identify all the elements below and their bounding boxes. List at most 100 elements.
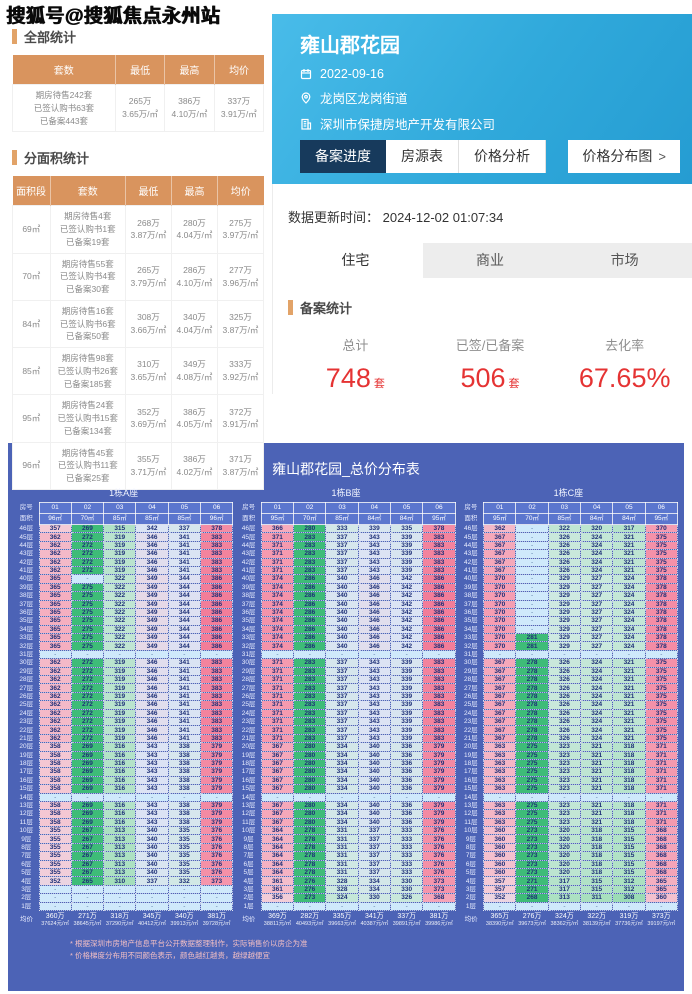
price-cell: -: [103, 792, 137, 802]
price-cell: 346: [135, 565, 169, 576]
price-cell: -: [483, 901, 517, 911]
building-name: 1栋C座: [553, 488, 584, 498]
price-cell: 367: [483, 565, 517, 576]
price-cell: 360: [483, 834, 517, 844]
price-cell: 379: [422, 775, 456, 786]
tab-备案进度[interactable]: 备案进度: [300, 140, 386, 173]
price-cell: 346: [135, 683, 169, 693]
price-cell: 323: [547, 775, 582, 786]
floor-label: 17层: [464, 768, 478, 776]
column-header: 套数: [50, 176, 126, 206]
price-cell: 326: [547, 725, 582, 735]
price-cell: 367: [483, 658, 517, 668]
category-tab-住宅[interactable]: 住宅: [288, 243, 423, 278]
room-number-cell: 05: [390, 502, 424, 514]
tab-房源表[interactable]: 房源表: [386, 140, 459, 173]
price-cell: 368: [644, 859, 678, 870]
price-cell: 324: [580, 733, 614, 744]
price-cell: 286: [293, 574, 327, 584]
floor-label: 14层: [241, 793, 256, 801]
price-cell: 383: [422, 675, 456, 685]
stat-cell: 期房待售242套 已签认购书63套 已备案443套: [12, 83, 116, 133]
price-cell: 368: [644, 851, 678, 861]
floor-label: 9层: [243, 835, 254, 843]
price-cell: 346: [135, 549, 169, 559]
price-cell: 272: [70, 658, 105, 668]
price-cell: 272: [70, 532, 105, 542]
price-cell: 334: [325, 809, 359, 819]
floor-label: 23层: [464, 718, 478, 726]
price-cell: 318: [580, 859, 614, 870]
floor-label: 12层: [241, 810, 256, 818]
price-cell: 371: [260, 666, 295, 677]
floor-label: 11层: [464, 818, 478, 826]
tab-价格分析[interactable]: 价格分析: [459, 140, 546, 173]
floor-row: 42层 367-326 324 321 375: [459, 557, 678, 567]
price-cell: 367: [483, 675, 517, 685]
price-cell: 371: [644, 800, 678, 811]
price-cell: 273: [515, 834, 549, 844]
floor-label: 3层: [465, 885, 476, 893]
price-cell: 316: [103, 809, 137, 819]
price-cell: 346: [135, 666, 169, 677]
price-cell: 316: [103, 750, 137, 760]
price-cell: 334: [325, 800, 359, 811]
price-cell: 336: [390, 775, 424, 786]
price-cell: 337: [357, 826, 392, 836]
price-cell: 327: [580, 599, 614, 609]
price-cell: 367: [483, 666, 517, 677]
price-cell: 318: [612, 767, 646, 777]
floor-row: 13层 363 275 323 321 318 371: [459, 800, 678, 811]
floor-row: 31层 - - - - - -: [14, 649, 234, 660]
floor-label: 27层: [241, 684, 256, 692]
price-cell: 321: [580, 775, 614, 786]
floor-row: 17层 358 269 316 343 338 379: [14, 767, 234, 777]
price-distribution-button[interactable]: 价格分布图 >: [568, 140, 680, 173]
price-cell: 386: [199, 616, 234, 626]
floor-label: 40层: [241, 575, 256, 583]
price-cell: 326: [547, 666, 582, 677]
floor-row: 24层 371 283 337 343 339 383: [236, 708, 456, 719]
floor-label: 13层: [19, 802, 34, 810]
price-cell: 341: [167, 532, 201, 542]
floor-row: 21层 371 283 337 343 339 383: [236, 733, 456, 744]
floor-row: 16层 363 275 323 321 318 371: [459, 775, 678, 786]
price-cell: 367: [483, 708, 517, 719]
price-cell: 386: [199, 599, 234, 609]
price-cell: 375: [644, 658, 678, 668]
price-cell: 341: [167, 565, 201, 576]
price-cell: 267: [70, 867, 105, 878]
price-cell: 362: [38, 540, 72, 551]
price-cell: 364: [260, 867, 295, 878]
price-cell: 275: [515, 742, 549, 752]
price-cell: 326: [547, 532, 582, 542]
stat-cell: 340万 4.04万/㎡: [170, 299, 218, 349]
price-cell: 361: [260, 876, 295, 886]
category-tab-市场[interactable]: 市场: [610, 252, 639, 268]
floor-row: 38层 365 275 322 349 344 386: [14, 591, 234, 601]
floor-row: 46层 357 269 315 342 337 378: [14, 523, 234, 534]
price-cell: 323: [547, 758, 582, 769]
avg-cell: 282万 40493元/㎡: [295, 913, 324, 928]
price-cell: 322: [103, 599, 137, 609]
avg-cell: 322万 38139元/㎡: [582, 913, 611, 928]
price-cell: 383: [199, 666, 234, 677]
floor-label: 19层: [241, 751, 256, 759]
price-cell: 341: [167, 725, 201, 735]
price-cell: 280: [293, 758, 327, 769]
floor-row: 14层 - - - - - -: [459, 792, 678, 802]
price-cell: 318: [580, 834, 614, 844]
avg-cell: 337万 39891元/㎡: [392, 913, 421, 928]
price-cell: 324: [580, 540, 614, 551]
price-cell: 318: [612, 742, 646, 752]
price-cell: 334: [325, 758, 359, 769]
floor-label: 32层: [19, 642, 34, 650]
price-cell: 367: [483, 700, 517, 710]
price-cell: 318: [612, 817, 646, 828]
price-cell: -: [325, 792, 359, 802]
price-cell: -: [325, 901, 359, 911]
category-tab-商业[interactable]: 商业: [476, 252, 504, 268]
price-cell: 363: [483, 742, 517, 752]
floor-label: 2层: [21, 894, 32, 902]
avg-row: 均价 365万 38390元/㎡ 276万 39673元/㎡ 324万 38362元/㎡ 32…: [459, 910, 678, 929]
